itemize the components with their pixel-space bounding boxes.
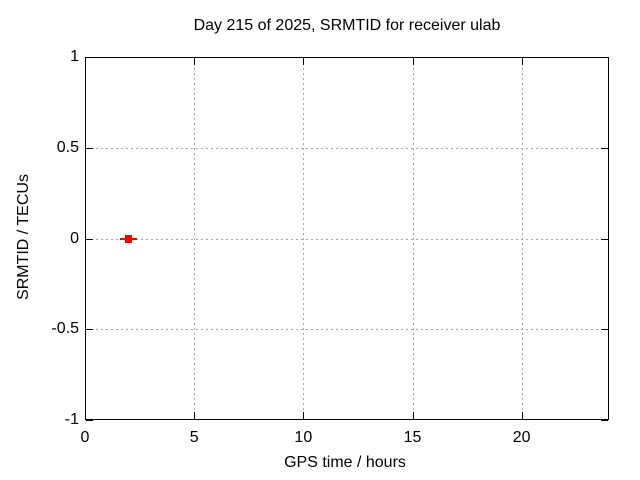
y-tick-left — [86, 420, 93, 421]
y-gridline — [86, 329, 608, 331]
x-tick-bottom — [303, 412, 305, 419]
x-tick-top — [412, 58, 414, 65]
x-tick-bottom — [412, 412, 414, 419]
y-tick-left — [86, 238, 93, 240]
y-tick-right — [601, 57, 608, 58]
plot-area — [85, 57, 609, 421]
x-tick-label: 15 — [403, 429, 422, 446]
x-tick-top — [303, 58, 305, 65]
x-tick-bottom — [85, 412, 86, 419]
y-tick-right — [601, 238, 608, 240]
y-tick-label: 1 — [70, 48, 79, 65]
y-gridline — [86, 238, 608, 240]
y-tick-label: 0.5 — [56, 138, 79, 156]
chart-title: Day 215 of 2025, SRMTID for receiver ula… — [193, 17, 501, 34]
y-tick-right — [601, 329, 608, 331]
x-tick-label: 20 — [512, 429, 531, 446]
y-tick-label: -1 — [64, 411, 79, 428]
y-tick-left — [86, 329, 93, 331]
x-tick-label: 10 — [294, 429, 313, 446]
y-tick-right — [601, 147, 608, 149]
x-tick-label: 0 — [80, 429, 90, 446]
x-tick-bottom — [521, 412, 523, 419]
x-tick-top — [85, 58, 86, 65]
y-tick-left — [86, 57, 93, 58]
y-tick-left — [86, 147, 93, 149]
data-point-marker — [125, 234, 133, 243]
x-tick-top — [194, 58, 196, 65]
y-tick-label: -0.5 — [51, 320, 79, 338]
y-tick-right — [601, 420, 608, 421]
y-tick-label: 0 — [70, 229, 79, 247]
x-tick-label: 5 — [189, 429, 199, 446]
y-gridline — [86, 147, 608, 149]
x-tick-top — [521, 58, 523, 65]
x-tick-bottom — [194, 412, 196, 419]
x-axis-label: GPS time / hours — [284, 454, 406, 471]
